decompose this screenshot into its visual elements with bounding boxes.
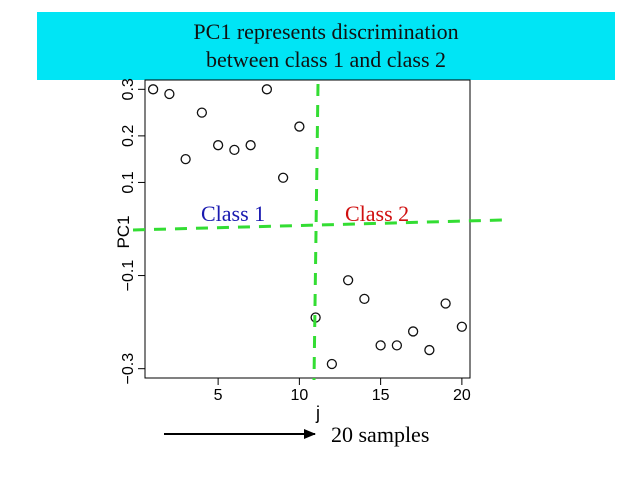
class-2-label: Class 2: [345, 201, 409, 226]
data-point: [326, 358, 338, 370]
y-tick-label: 0.2: [120, 125, 137, 147]
class-divider-horizontal: [132, 218, 504, 232]
class-1-label: Class 1: [201, 201, 265, 226]
banner-line-1: PC1 represents discrimination: [193, 19, 459, 44]
data-point: [261, 84, 273, 95]
plot-frame: [144, 79, 471, 379]
data-point: [456, 321, 468, 332]
data-point: [391, 340, 403, 351]
x-axis-label: j: [315, 403, 320, 423]
y-tick-label: −0.1: [120, 260, 137, 292]
data-point: [342, 275, 354, 286]
x-tick-label: 10: [290, 387, 308, 404]
data-point: [212, 140, 224, 151]
title-banner: PC1 represents discrimination between cl…: [37, 12, 615, 80]
data-point: [359, 293, 370, 304]
data-point: [245, 140, 256, 151]
y-tick-label: 0.3: [120, 78, 137, 100]
y-axis-ticks: −0.3 −0.1 0.1 0.2 0.3: [120, 78, 145, 384]
x-tick-label: 15: [372, 387, 390, 404]
data-point: [424, 344, 435, 356]
data-point: [375, 340, 386, 351]
x-tick-label: 5: [214, 387, 223, 404]
x-tick-label: 20: [453, 387, 471, 404]
data-point: [196, 107, 208, 118]
banner-line-2: between class 1 and class 2: [205, 47, 447, 72]
data-point: [277, 172, 289, 183]
data-point: [164, 88, 175, 100]
data-point: [229, 144, 240, 155]
y-tick-label: 0.1: [120, 171, 137, 193]
y-axis-label: PC1: [114, 215, 133, 248]
data-point: [147, 84, 159, 95]
class-divider-vertical: [312, 83, 320, 381]
data-point: [440, 298, 451, 309]
data-point: [294, 121, 305, 132]
samples-label: 20 samples: [331, 422, 429, 447]
x-axis-ticks: 5 10 15 20: [214, 378, 471, 404]
y-tick-label: −0.3: [120, 353, 137, 385]
data-point: [407, 326, 419, 337]
data-point: [180, 154, 191, 165]
